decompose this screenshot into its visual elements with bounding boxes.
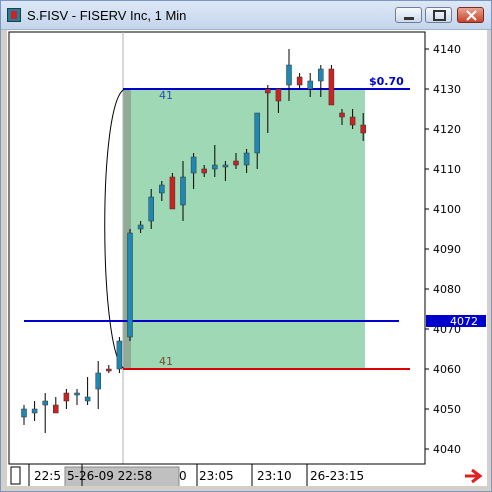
current-price-label: 4072 (450, 315, 478, 328)
bracket-curve (104, 88, 126, 370)
candle-body[interactable] (307, 80, 313, 90)
candle-body[interactable] (116, 340, 123, 370)
chart-area[interactable]: 41 41 $0.70 4040 4050 4060 4070 4080 4090 4100 41… (7, 30, 487, 486)
lower-level-label: 41 (159, 355, 173, 368)
price-tick-label: 4110 (433, 163, 461, 176)
candle-body[interactable] (180, 176, 186, 206)
candle-body[interactable] (222, 164, 229, 168)
app-icon (7, 8, 21, 22)
candle-body[interactable] (349, 116, 356, 126)
candle-body[interactable] (190, 156, 197, 174)
close-icon (466, 10, 477, 21)
candle-body[interactable] (84, 396, 91, 402)
time-label: 26-23:15 (310, 469, 364, 483)
time-scroll-left[interactable] (10, 466, 21, 485)
candle-body[interactable] (63, 392, 70, 402)
candle-body[interactable] (360, 124, 366, 134)
candle-body[interactable] (21, 408, 27, 418)
candle-body[interactable] (286, 64, 292, 86)
maximize-button[interactable] (425, 7, 452, 23)
candle-body[interactable] (296, 76, 303, 86)
candle-body[interactable] (169, 176, 176, 210)
zone-shadow (123, 89, 131, 369)
candle-body[interactable] (148, 196, 154, 222)
minimize-icon (404, 17, 414, 20)
time-label: 0 (179, 469, 187, 483)
title-bar[interactable]: S.FISV - FISERV Inc, 1 Min (1, 1, 491, 30)
candle-body[interactable] (95, 372, 101, 390)
candle-body[interactable] (74, 392, 80, 396)
candle-body[interactable] (275, 88, 282, 102)
candle-body[interactable] (254, 112, 260, 154)
window-title: S.FISV - FISERV Inc, 1 Min (27, 8, 187, 23)
candle-body[interactable] (201, 168, 207, 174)
minimize-button[interactable] (395, 7, 422, 23)
candle-body[interactable] (31, 408, 38, 414)
price-tick-label: 4100 (433, 203, 461, 216)
candle-body[interactable] (265, 88, 271, 94)
candle-body[interactable] (318, 68, 324, 82)
time-cursor-box (64, 466, 180, 486)
price-tick-label: 4090 (433, 243, 461, 256)
profit-zone (123, 89, 365, 369)
candle-body[interactable] (212, 164, 218, 170)
candle-body[interactable] (53, 404, 59, 414)
candle-body[interactable] (339, 112, 345, 118)
time-label: 22:5 (34, 469, 61, 483)
candle-body[interactable] (159, 184, 165, 194)
current-price-tag (426, 315, 486, 327)
maximize-icon (433, 10, 446, 21)
price-tick-label: 4040 (433, 443, 461, 456)
time-label: 23:05 (199, 469, 234, 483)
candle-body[interactable] (233, 160, 239, 166)
candle-body[interactable] (106, 368, 112, 372)
candle-body[interactable] (127, 232, 133, 338)
time-label: 23:10 (257, 469, 292, 483)
candle-body[interactable] (42, 400, 48, 406)
price-tick-label: 4060 (433, 363, 461, 376)
right-arrow-icon[interactable] (465, 468, 483, 484)
candle-body[interactable] (243, 152, 250, 166)
price-tick-label: 4140 (433, 43, 461, 56)
candle-body[interactable] (328, 68, 335, 106)
candle-body[interactable] (137, 224, 144, 230)
price-tick-label: 4050 (433, 403, 461, 416)
gain-label: $0.70 (369, 75, 404, 88)
price-tick-label: 4080 (433, 283, 461, 296)
price-tick-label: 4130 (433, 83, 461, 96)
upper-level-label: 41 (159, 89, 173, 102)
price-tick-label: 4120 (433, 123, 461, 136)
close-button[interactable] (457, 7, 484, 23)
time-label: 5-26-09 22:58 (67, 469, 152, 483)
